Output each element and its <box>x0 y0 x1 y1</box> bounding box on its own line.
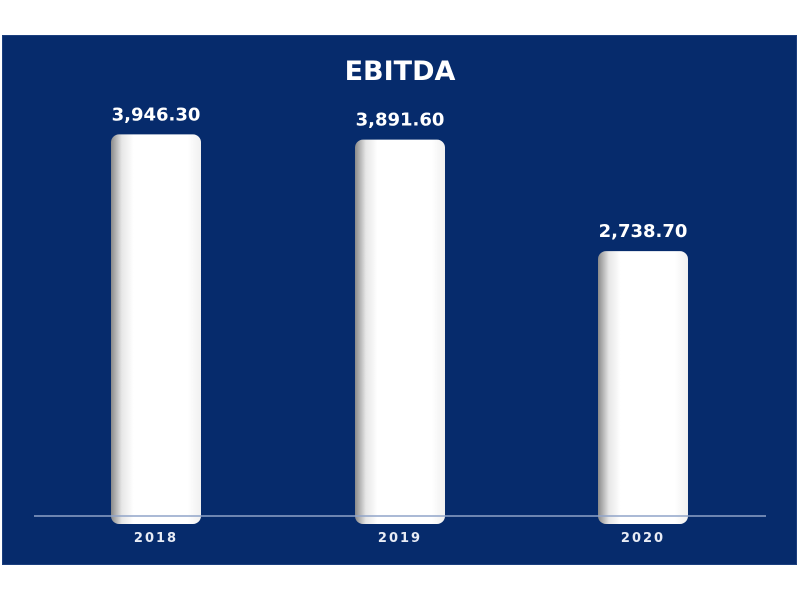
value-label-2019: 3,891.60 <box>356 110 445 131</box>
chart-title: EBITDA <box>345 56 456 87</box>
value-label-2018: 3,946.30 <box>112 104 201 125</box>
x-tick-label-2020: 2020 <box>621 531 665 546</box>
chart-frame: EBITDA 3,946.30 2018 3,891.60 2019 2,738.70 2… <box>2 35 797 565</box>
x-tick-label-2018: 2018 <box>134 531 178 546</box>
bar-2020 <box>598 251 688 524</box>
x-tick-label-2019: 2019 <box>378 531 422 546</box>
bars-layer <box>111 134 688 525</box>
value-label-2020: 2,738.70 <box>599 221 688 242</box>
ebitda-bar-chart: EBITDA 3,946.30 2018 3,891.60 2019 2,738.70 2… <box>34 56 766 546</box>
bar-2018 <box>111 134 201 524</box>
labels-layer: 3,946.30 2018 3,891.60 2019 2,738.70 2020 <box>112 104 688 546</box>
bar-2019 <box>355 139 445 525</box>
